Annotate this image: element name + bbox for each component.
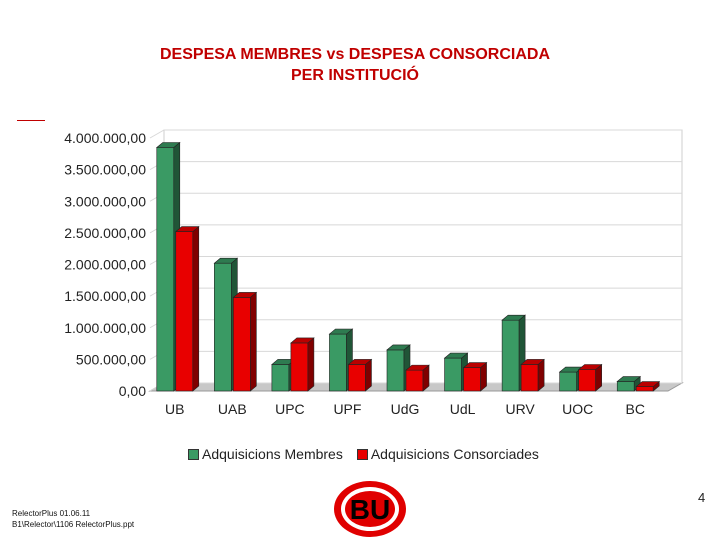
bar-top [635, 381, 661, 387]
bar-consorciades-bc [635, 380, 661, 392]
bar-consorciades-uab [232, 291, 258, 392]
footer-line1: RelectorPlus 01.06.11 [12, 509, 91, 518]
footer-line2: B1\Relector\1106 RelectorPlus.ppt [12, 520, 135, 529]
bar-consorciades-udg [405, 364, 430, 392]
logo-core [345, 491, 395, 527]
bar-membres-udg [386, 344, 411, 392]
bar-side [192, 225, 200, 392]
x-tick-label: UdG [391, 401, 420, 417]
x-tick-label: BC [625, 401, 644, 417]
legend-item-consorciades: Adquisicions Consorciades [356, 446, 539, 462]
bar-top [328, 328, 354, 335]
page-number: 4 [698, 490, 706, 505]
chart-title: DESPESA MEMBRES vs DESPESA CONSORCIADA P… [0, 44, 710, 86]
bar-front [386, 349, 405, 392]
y-tick-label: 1.500.000,00 [64, 288, 146, 304]
bar-side [307, 337, 315, 392]
bar-front [520, 364, 539, 392]
bar-top [213, 257, 239, 264]
bar-side [250, 291, 257, 392]
bar-consorciades-urv [520, 358, 545, 392]
bar-front [156, 147, 175, 392]
bar-consorciades-udl [462, 361, 488, 392]
bar-front [175, 231, 194, 392]
y-tick-label: 1.000.000,00 [64, 320, 146, 336]
logo-text: BU [350, 494, 390, 525]
bar-side [365, 358, 372, 392]
bar-top [232, 292, 258, 298]
gridline-depth [149, 129, 165, 139]
bar-front [501, 319, 520, 392]
bar-front [444, 357, 462, 392]
bar-side [537, 358, 545, 392]
y-tick-label: 3.000.000,00 [64, 193, 146, 209]
footer-text: RelectorPlus 01.06.11 B1\Relector\1106 R… [12, 508, 134, 530]
x-tick-label: UOC [562, 401, 593, 417]
y-tick-label: 500.000,00 [76, 351, 146, 367]
bar-top [386, 344, 411, 351]
bar-front [290, 342, 309, 392]
chart-title-line2: PER INSTITUCIÓ [290, 67, 419, 84]
chart-legend: Adquisicions Membres Adquisicions Consor… [188, 446, 547, 462]
bar-top [174, 226, 200, 232]
bar-top [520, 359, 545, 365]
bar-top [443, 352, 469, 359]
bar-top [616, 376, 642, 382]
bar-front [214, 262, 232, 392]
bar-front [329, 333, 347, 392]
legend-swatch-membres [188, 448, 199, 460]
bar-top [462, 362, 488, 368]
bar-top [290, 337, 315, 344]
y-tick-label: 3.500.000,00 [64, 162, 146, 178]
bar-front [348, 364, 366, 392]
bar-front [405, 369, 424, 392]
x-tick-label: UAB [218, 401, 247, 417]
y-tick-label: 4.000.000,00 [64, 130, 146, 146]
bar-consorciades-ub [174, 225, 200, 392]
y-tick-label: 2.000.000,00 [64, 257, 146, 273]
x-tick-label: URV [505, 401, 535, 417]
bar-front [616, 381, 635, 392]
bar-consorciades-upc [290, 337, 315, 392]
x-tick-label: UPC [275, 401, 305, 417]
legend-swatch-consorciades [356, 448, 368, 460]
bar-front [271, 364, 290, 392]
legend-label-consorciades: Adquisicions Consorciades [370, 446, 539, 462]
bar-front [463, 367, 481, 392]
bar-front [635, 386, 654, 392]
bar-top [155, 142, 181, 148]
title-divider [17, 120, 45, 121]
x-tick-label: UPF [333, 401, 361, 417]
y-tick-label: 2.500.000,00 [64, 225, 146, 241]
bu-logo: BU [334, 481, 406, 537]
bar-top [501, 314, 526, 321]
bar-consorciades-upf [347, 358, 373, 392]
bar-membres-bc [616, 375, 642, 392]
bar-top [347, 359, 373, 365]
bar-top [405, 364, 430, 371]
bar-front [559, 371, 577, 392]
bar-top [577, 364, 603, 370]
legend-label-membres: Adquisicions Membres [202, 446, 343, 462]
x-tick-label: UB [165, 401, 184, 417]
bar-front [233, 297, 251, 392]
legend-item-membres: Adquisicions Membres [188, 446, 343, 462]
bar-consorciades-uoc [577, 363, 603, 392]
chart-title-line1: DESPESA MEMBRES vs DESPESA CONSORCIADA [160, 46, 550, 63]
x-tick-label: UdL [450, 401, 476, 417]
bar-front [578, 369, 596, 392]
y-tick-label: 0,00 [119, 383, 146, 399]
